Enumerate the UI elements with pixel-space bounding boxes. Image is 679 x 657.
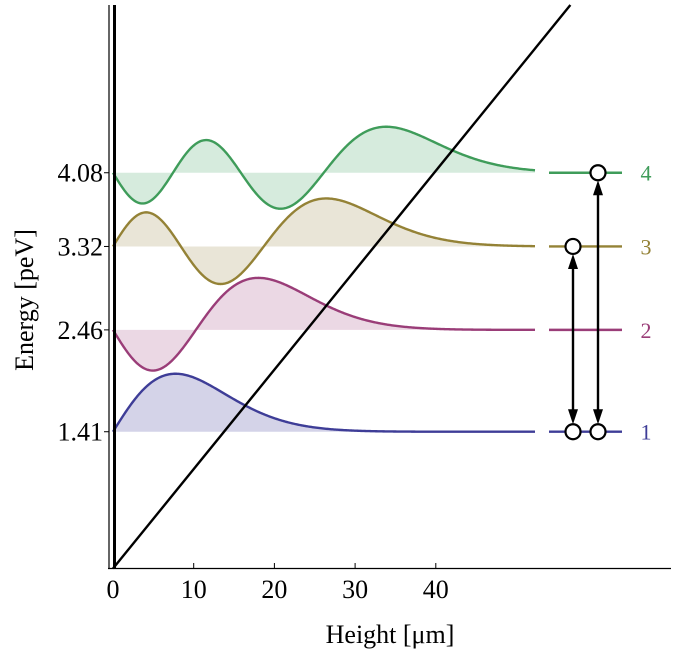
x-tick-label-10: 10: [181, 575, 207, 604]
x-tick-label-40: 40: [423, 575, 449, 604]
wavefunction-fill-4: [113, 126, 535, 209]
wavefunction-fill-3: [113, 198, 535, 285]
potential-line-group: [112, 4, 572, 570]
level-label-4: 4: [641, 161, 652, 186]
labels: Height [μm] Energy [peV]: [10, 229, 454, 649]
level-label-1: 1: [641, 420, 652, 445]
wavefunction-fill-1: [113, 373, 535, 432]
y-tick-label-4: 4.08: [58, 159, 104, 188]
transition-arrowhead-up-1-3: [568, 253, 578, 269]
transition-arrowhead-up-1-4: [593, 180, 603, 196]
x-tick-label-20: 20: [261, 575, 287, 604]
x-axis-title: Height [μm]: [326, 620, 455, 649]
transition-arrowhead-down-1-3: [568, 409, 578, 425]
wavefunction-curve-4: [111, 125, 536, 210]
y-tick-label-1: 1.41: [58, 418, 104, 447]
level-label-3: 3: [641, 234, 652, 259]
wavefunction-curve-2: [111, 276, 535, 372]
transition-circle-lower-1-4: [589, 423, 607, 441]
wavefunction-curve-3: [111, 197, 536, 286]
y-axis-title: Energy [peV]: [10, 229, 39, 371]
potential-line: [112, 4, 572, 570]
y-tick-label-3: 3.32: [58, 232, 104, 261]
transition-circle-lower-1-3: [564, 423, 582, 441]
transition-circle-upper-1-4: [589, 164, 607, 182]
x-tick-label-0: 0: [107, 575, 120, 604]
y-tick-label-2: 2.46: [58, 316, 104, 345]
transition-arrowhead-down-1-4: [593, 409, 603, 425]
level-label-2: 2: [641, 318, 652, 343]
wavefunction-curve-1: [111, 372, 535, 433]
transition-circle-upper-1-3: [564, 237, 582, 256]
level-diagram: 1 2 3 4: [549, 161, 652, 445]
axes: 0 10 20 30 40 1.41 2.46 3.32 4.08: [58, 5, 671, 604]
wavefunction-curves: [111, 125, 536, 433]
x-tick-label-30: 30: [342, 575, 368, 604]
